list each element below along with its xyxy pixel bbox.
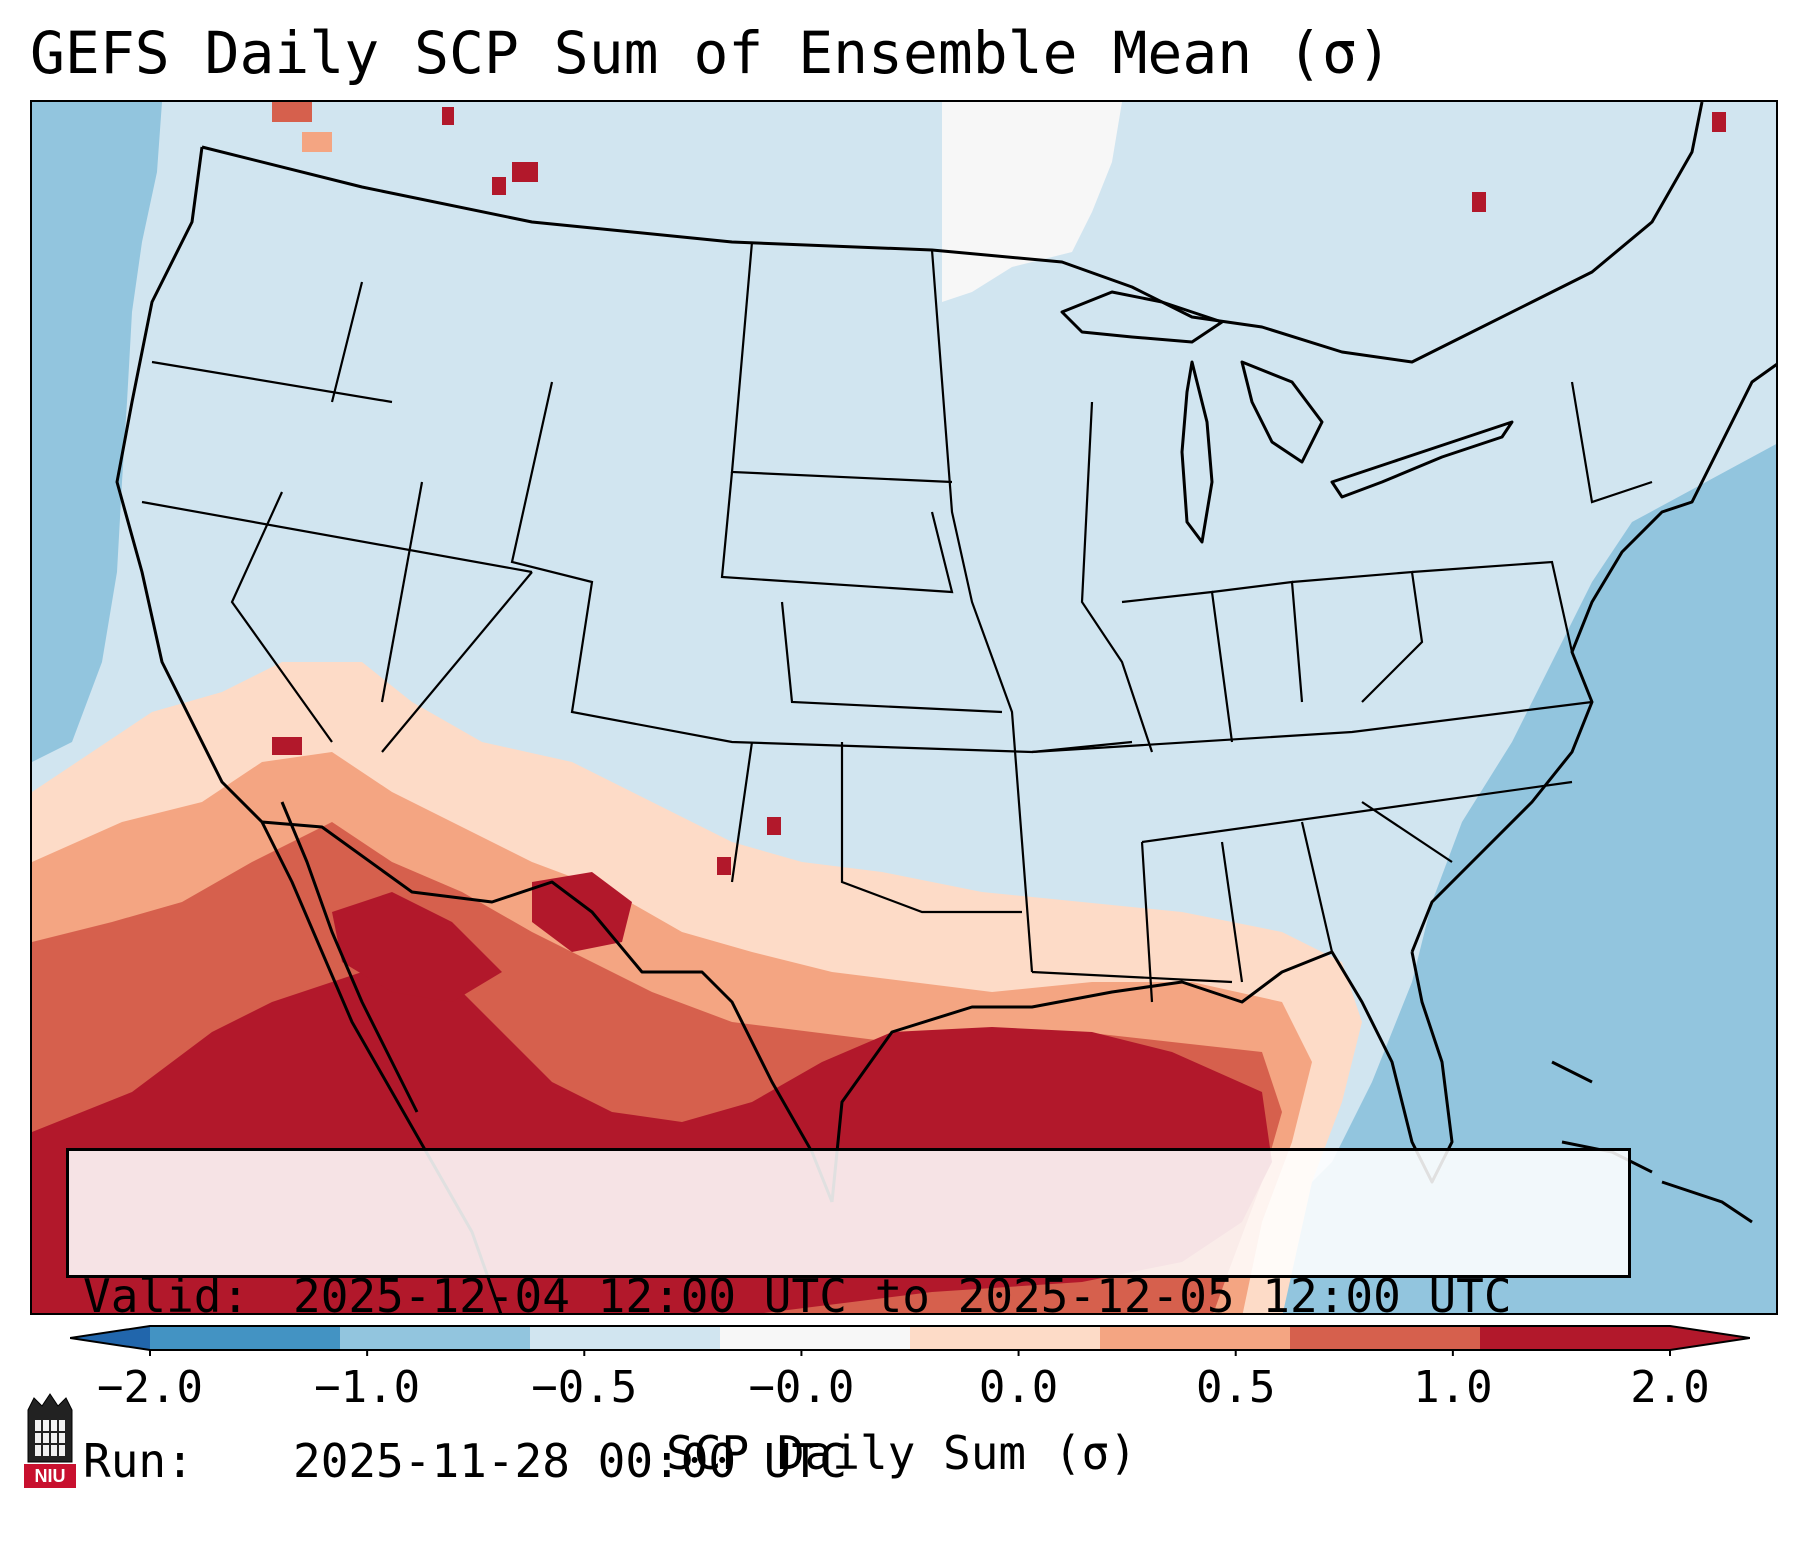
lake-michigan <box>1180 360 1214 544</box>
run-line: Run: 2025-11-28 00:00 UTC <box>83 1434 1614 1489</box>
positive-extreme-mexico <box>332 892 502 1002</box>
colorbar-segment <box>340 1326 531 1350</box>
pixel-ca <box>272 737 302 755</box>
niu-logo-text: NIU <box>35 1466 66 1486</box>
colorbar-segment <box>1290 1326 1481 1350</box>
pixel-canada-3 <box>442 107 454 125</box>
run-value: 2025-11-28 00:00 UTC <box>293 1434 847 1488</box>
colorbar-tick-label: −1.0 <box>314 1362 421 1413</box>
shading-layer <box>32 102 1776 1313</box>
colorbar-tick-label: 2.0 <box>1630 1362 1710 1413</box>
pixel-canada-1 <box>512 162 538 182</box>
valid-line: Valid: 2025-12-04 12:00 UTC to 2025-12-05… <box>83 1269 1614 1324</box>
lake-superior <box>1060 290 1224 344</box>
colorbar-label: SCP Daily Sum (σ) <box>666 1426 1137 1480</box>
lake-erie-ontario <box>1330 420 1514 499</box>
pixel-bc-2 <box>302 132 332 152</box>
pixel-nm2 <box>717 857 731 875</box>
pixel-maine <box>1712 112 1726 132</box>
state-lines <box>141 241 1653 1003</box>
pixel-nm <box>767 817 781 835</box>
neutral-patch-north <box>942 102 1122 302</box>
colorbar-extend-high <box>1670 1326 1750 1350</box>
colorbar-tick-label: −0.5 <box>531 1362 638 1413</box>
pacific-coast <box>115 146 503 1313</box>
colorbar <box>70 1325 1750 1356</box>
colorbar-segment <box>910 1326 1101 1350</box>
atlantic-coast <box>1410 363 1776 953</box>
lake-huron <box>1240 360 1324 464</box>
map-panel <box>30 100 1778 1315</box>
niu-logo: NIU <box>24 1393 76 1488</box>
colorbar-tick-label: −2.0 <box>97 1362 203 1413</box>
colorbar-segment <box>1100 1326 1291 1350</box>
gulf-coast <box>830 950 1454 1203</box>
valid-label: Valid: <box>83 1269 250 1323</box>
us-canada-border <box>201 102 1704 364</box>
valid-run-info-box: Valid: 2025-12-04 12:00 UTC to 2025-12-05… <box>66 1148 1631 1488</box>
pixel-canada-2 <box>492 177 506 195</box>
run-label: Run: <box>83 1434 194 1488</box>
colorbar-tick-label: 1.0 <box>1413 1362 1493 1413</box>
pacific-moderate-negative <box>32 102 162 762</box>
scp-anomaly-map <box>32 102 1776 1313</box>
us-mexico-border <box>261 820 834 1203</box>
colorbar-segment <box>150 1326 341 1350</box>
atlantic-moderate-negative <box>1166 444 1776 1313</box>
colorbar-extend-low <box>70 1326 150 1350</box>
valid-value: 2025-12-04 12:00 UTC to 2025-12-05 12:00… <box>293 1269 1512 1323</box>
baja-peninsula <box>280 801 419 1113</box>
colorbar-segment <box>530 1326 721 1350</box>
colorbar-tick-label: 0.0 <box>978 1362 1059 1413</box>
colorbar-segment <box>1480 1326 1671 1350</box>
colorbar-segment <box>720 1326 911 1350</box>
colorbar-tick-label: −0.0 <box>748 1362 855 1413</box>
pixel-bc-1 <box>272 102 312 122</box>
pixel-quebec <box>1472 192 1486 212</box>
boundary-layer <box>115 102 1776 1313</box>
colorbar-tick-label: 0.5 <box>1195 1362 1276 1413</box>
map-title: GEFS Daily SCP Sum of Ensemble Mean (σ) <box>30 19 1392 87</box>
